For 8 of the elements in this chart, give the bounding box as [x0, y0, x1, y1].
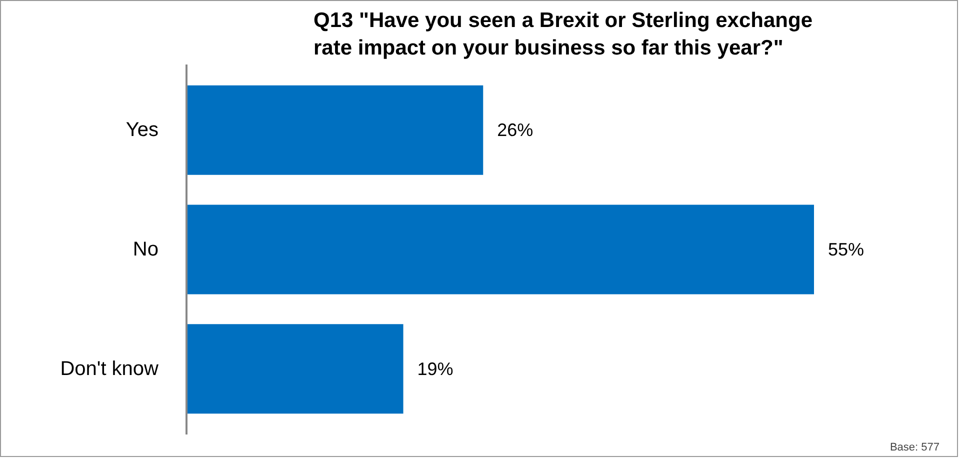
data-label: 19% — [417, 358, 454, 379]
text: Base: 577 — [890, 442, 940, 454]
data-label: 55% — [828, 240, 864, 260]
y-tick-label: Yes — [126, 119, 159, 142]
data-label: 26% — [497, 120, 534, 140]
chart-title: Q13 "Have you seen a Brexit or Sterling exchange rate impact on your business so far this year?" — [314, 8, 813, 60]
y-tick-label: No — [132, 238, 159, 260]
y-tick-label: Don't know — [60, 358, 160, 380]
